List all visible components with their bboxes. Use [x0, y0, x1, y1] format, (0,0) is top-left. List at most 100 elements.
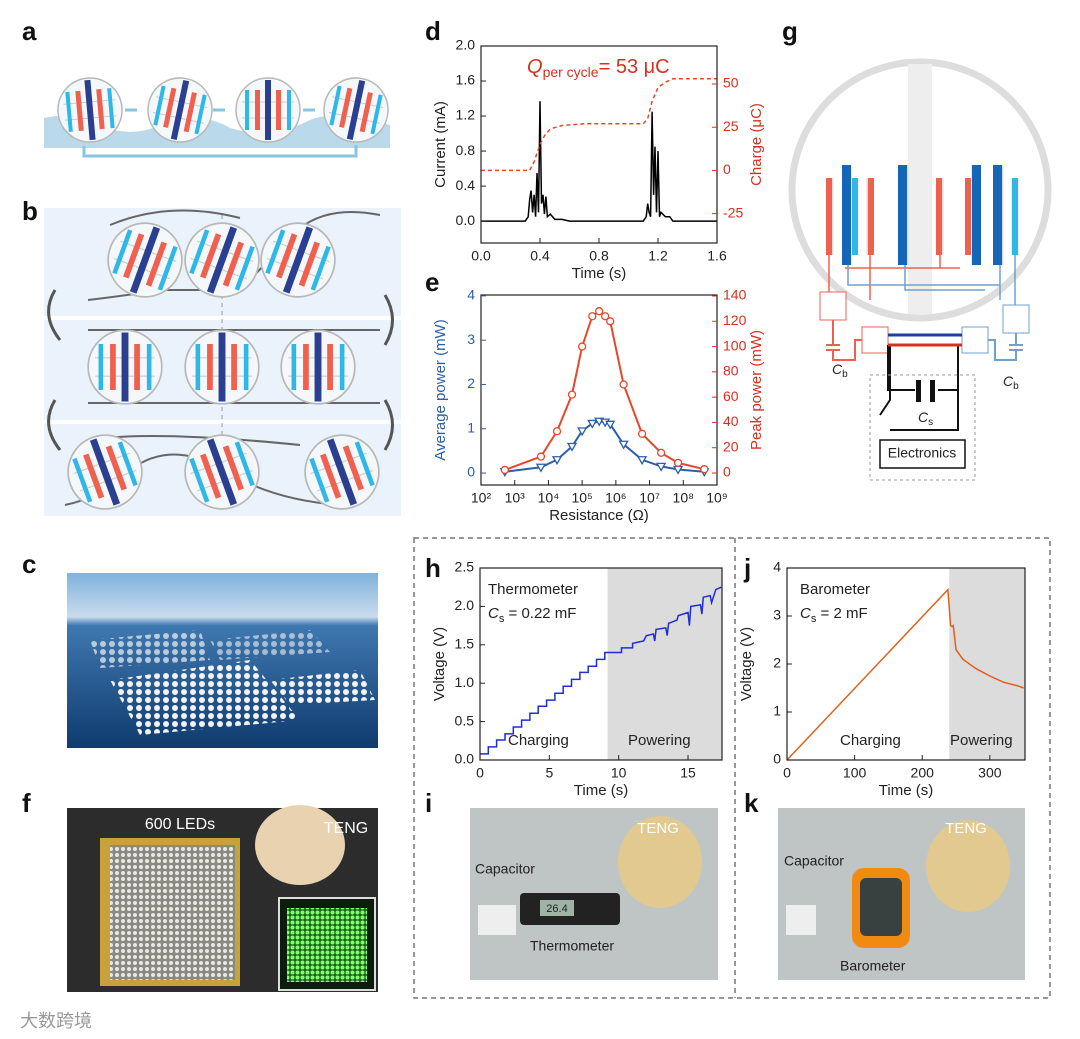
x-tick-label: 1.6	[707, 248, 727, 264]
x-axis-label: Time (s)	[574, 782, 628, 799]
y2-tick-label: 140	[723, 287, 747, 303]
display-reading: 26.4	[546, 903, 567, 915]
annotation-text: Q	[527, 56, 543, 78]
data-point	[637, 429, 647, 438]
y2-tick-label: 40	[723, 413, 739, 429]
data-point	[566, 442, 578, 452]
y-tick-label: 0	[773, 751, 781, 767]
y-axis-label: Voltage (V)	[738, 627, 755, 701]
x-tick-label: 200	[911, 765, 935, 781]
y-tick-label: 0.0	[455, 751, 475, 767]
label-main: C	[832, 361, 843, 377]
annotation-text: Charging	[508, 732, 569, 749]
annotation: Charging	[508, 732, 569, 749]
annotation-text: Powering	[950, 732, 1013, 749]
annotation-text: Thermometer	[488, 581, 578, 598]
panel-label: g	[782, 16, 798, 46]
y-axis-label: Average power (mW)	[432, 319, 449, 460]
y-tick-label: 3	[773, 607, 781, 623]
data-point	[605, 420, 616, 430]
label-main: C	[918, 409, 929, 425]
y2-tick-label: 80	[723, 363, 739, 379]
x-tick-label: 10⁵	[571, 490, 592, 506]
panel-label: c	[22, 549, 36, 579]
annotation: Powering	[950, 732, 1013, 749]
panel-label: f	[22, 788, 31, 818]
panel-frame	[413, 537, 1051, 999]
series-line	[481, 101, 717, 222]
data-point	[656, 448, 666, 457]
y-tick-label: 1.0	[455, 674, 475, 690]
y2-tick-label: 0	[723, 464, 731, 480]
annotation: Powering	[628, 732, 691, 749]
x-tick-label: 300	[978, 765, 1002, 781]
series-line	[786, 587, 1024, 761]
annotation-rest: = 53 μC	[599, 56, 670, 78]
y-tick-label: 0.4	[456, 177, 476, 193]
x-tick-label: 0.4	[530, 248, 550, 264]
y2-tick-label: 0	[723, 161, 731, 177]
watermark: 大数跨境	[20, 1011, 92, 1031]
capacitor-label: Capacitor	[475, 861, 535, 877]
annotation: Charging	[840, 732, 901, 749]
x-axis-label: Resistance (Ω)	[549, 507, 649, 524]
annotation-text: Powering	[628, 732, 691, 749]
panel-label: j	[743, 553, 751, 583]
data-point	[577, 342, 587, 351]
panel-label: h	[425, 553, 441, 583]
cs-label: Cs	[918, 409, 933, 428]
plot-frame	[480, 294, 718, 486]
teng-label: TENG	[945, 820, 987, 837]
y-tick-label: 1.2	[456, 107, 476, 123]
annotation-text: C	[488, 605, 499, 622]
panel-label: e	[425, 267, 439, 297]
y-tick-label: 1.5	[455, 636, 475, 652]
panel-label: i	[425, 788, 432, 818]
data-point	[619, 380, 628, 389]
y-tick-label: 2.0	[456, 37, 476, 53]
panel-c-photo	[67, 573, 378, 748]
data-point	[577, 427, 588, 437]
panel-label: d	[425, 16, 441, 46]
annotation: Thermometer	[488, 581, 578, 598]
data-point	[606, 317, 615, 326]
panel-f-photo: 600 LEDs TENG	[67, 805, 378, 992]
data-point	[567, 390, 577, 399]
y-tick-label: 0.0	[456, 212, 476, 228]
annotation: Barometer	[800, 581, 870, 598]
y-tick-label: 1.6	[456, 72, 476, 88]
y-tick-label: 0.5	[455, 712, 475, 728]
electronics-label: Electronics	[888, 445, 956, 461]
label-main: C	[1003, 373, 1014, 389]
capacitor-label: Capacitor	[784, 853, 844, 869]
series-line	[504, 309, 705, 471]
y-tick-label: 4	[467, 287, 475, 303]
x-tick-label: 0.8	[589, 248, 609, 264]
panel-label: a	[22, 16, 37, 46]
y-tick-label: 4	[773, 559, 781, 575]
annotation-sub: s	[499, 613, 505, 625]
panel-label: b	[22, 196, 38, 226]
device-label: Thermometer	[530, 938, 614, 954]
y-tick-label: 2.5	[455, 559, 475, 575]
x-tick-label: 1.2	[648, 248, 668, 264]
panel-a-schematic	[44, 71, 395, 158]
y-tick-label: 1	[467, 419, 475, 435]
y-tick-label: 0	[467, 464, 475, 480]
data-point	[536, 452, 546, 461]
data-point	[618, 440, 629, 450]
annotation: Cs = 2 mF	[800, 605, 868, 625]
x-tick-label: 0	[783, 765, 791, 781]
data-point	[535, 463, 547, 473]
y2-tick-label: 20	[723, 438, 739, 454]
shaded-region	[949, 568, 1025, 760]
data-point	[595, 307, 604, 316]
y2-tick-label: 120	[723, 312, 747, 328]
x-tick-label: 10⁷	[639, 490, 660, 506]
data-point	[673, 458, 683, 468]
x-tick-label: 10	[611, 765, 627, 781]
x-tick-label: 10⁴	[538, 490, 560, 506]
teng-label: TENG	[324, 820, 368, 837]
x-tick-label: 5	[545, 765, 553, 781]
data-point	[551, 456, 563, 466]
